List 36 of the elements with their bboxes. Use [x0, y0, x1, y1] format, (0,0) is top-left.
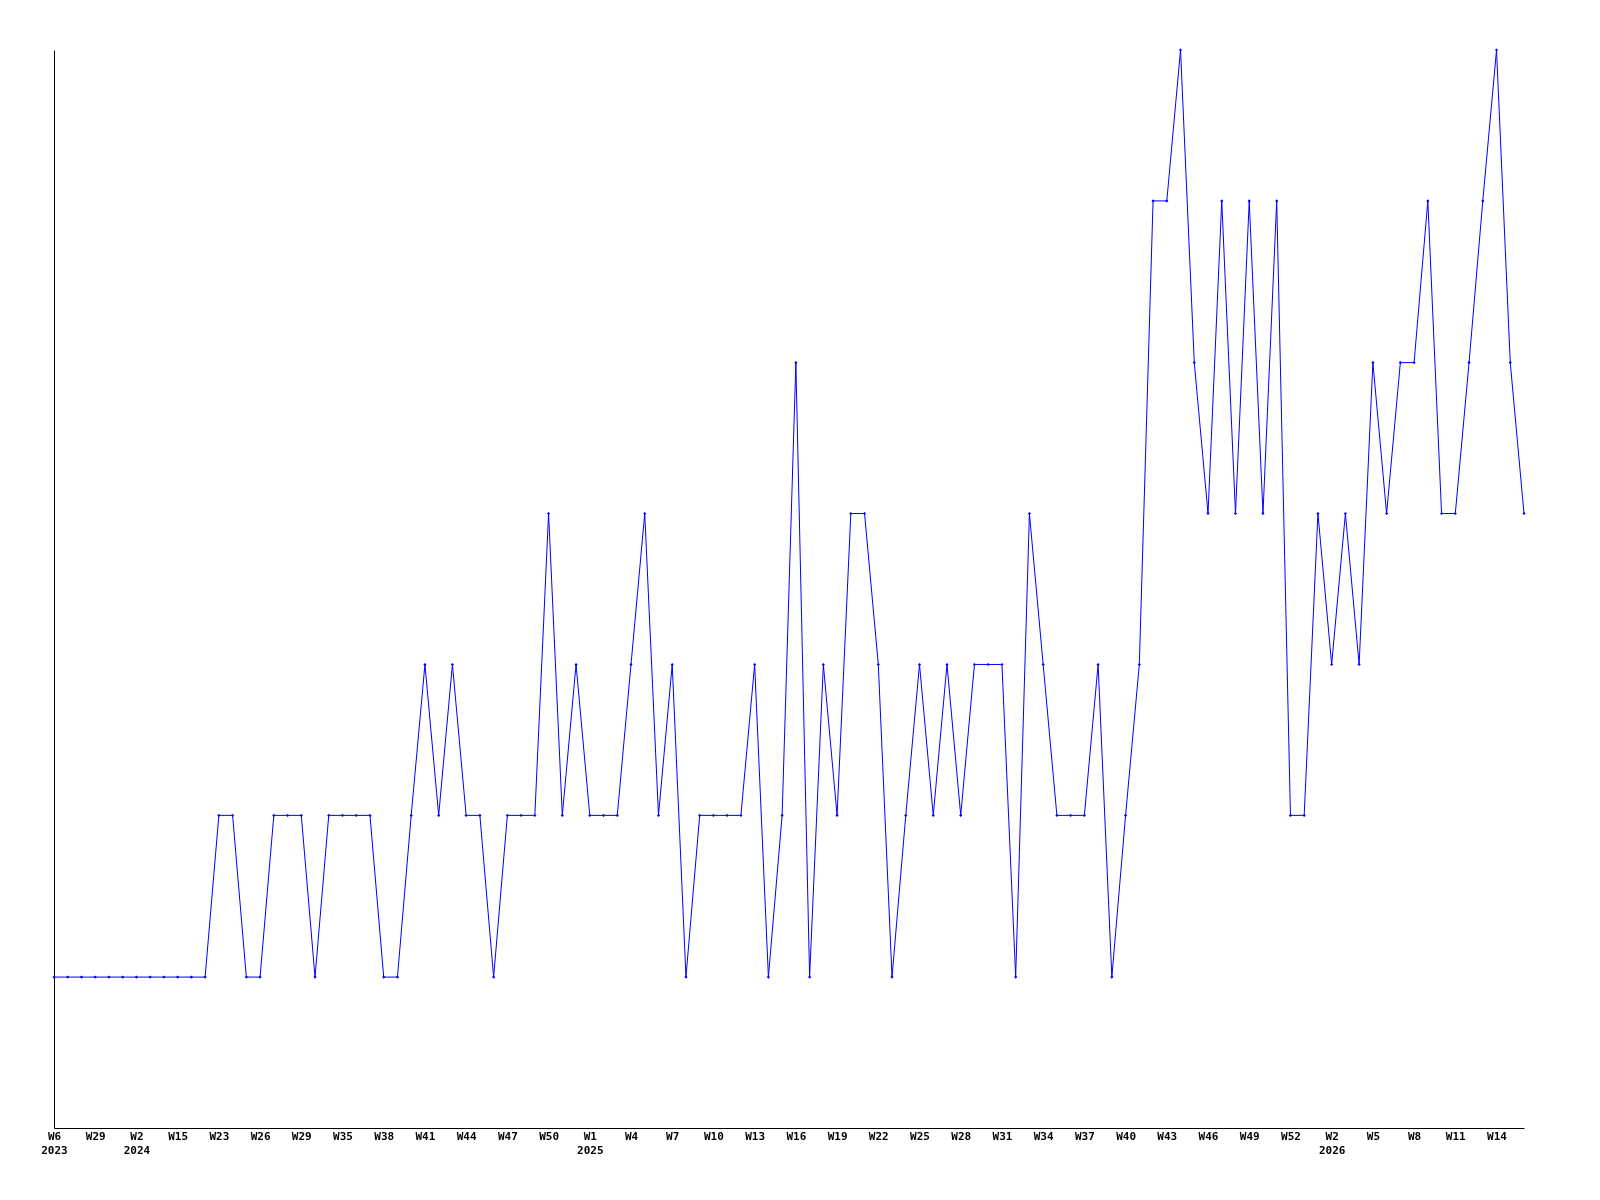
x-tick-label: W28	[951, 1129, 972, 1143]
x-tick-label: W23	[209, 1129, 230, 1143]
x-tick-label: W4	[624, 1129, 639, 1143]
x-tick-label: W31	[992, 1129, 1013, 1143]
x-tick-label: W50	[539, 1129, 560, 1143]
x-tick-label: W10	[704, 1129, 724, 1143]
x-tick-label: W22	[868, 1129, 889, 1143]
x-tick-label: W16	[786, 1129, 807, 1143]
x-tick-label: W49	[1239, 1129, 1260, 1143]
x-tick-label: W25	[910, 1129, 930, 1143]
x-tick-label: W11	[1445, 1129, 1467, 1143]
x-tick-label: W2 2024	[123, 1129, 151, 1157]
x-tick-label: W29	[85, 1129, 106, 1143]
x-tick-label: W7	[666, 1129, 680, 1143]
x-tick-label: W6 2023	[41, 1129, 68, 1157]
x-tick-label: W46	[1198, 1129, 1219, 1143]
x-tick-label: W44	[456, 1129, 477, 1143]
x-tick-label: W2 2026	[1318, 1129, 1346, 1157]
x-tick-label: W15	[168, 1129, 189, 1143]
x-tick-label: W47	[497, 1129, 518, 1143]
x-tick-label: W26	[250, 1129, 271, 1143]
x-tick-label: W13	[745, 1129, 766, 1143]
x-tick-label: W19	[827, 1129, 848, 1143]
x-tick-label: W37	[1074, 1129, 1095, 1143]
x-tick-label: W35	[333, 1129, 353, 1143]
x-tick-label: W52	[1281, 1129, 1301, 1143]
x-tick-label: W8	[1407, 1129, 1422, 1143]
x-tick-label: W5	[1366, 1129, 1380, 1143]
x-tick-label: W29	[291, 1129, 312, 1143]
x-tick-label: W38	[374, 1129, 395, 1143]
x-tick-label: W1 2025	[577, 1129, 604, 1157]
x-tick-label: W34	[1033, 1129, 1054, 1143]
x-tick-label: W43	[1157, 1129, 1178, 1143]
x-tick-label: W41	[415, 1129, 436, 1143]
x-tick-label: W14	[1487, 1129, 1508, 1143]
x-tick-label: W40	[1116, 1129, 1137, 1143]
